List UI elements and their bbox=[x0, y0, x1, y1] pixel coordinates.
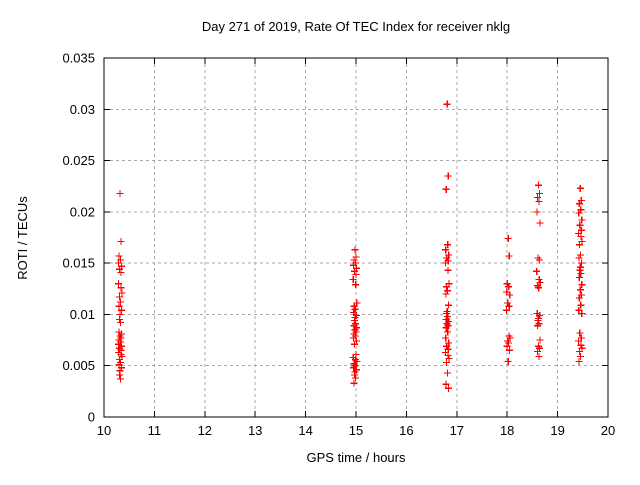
y-tick-label: 0 bbox=[88, 410, 95, 425]
data-points-cluster-19.45h bbox=[575, 184, 586, 366]
data-points-layer bbox=[114, 100, 586, 392]
x-tick-label: 13 bbox=[248, 423, 262, 438]
x-tick-label: 11 bbox=[148, 423, 162, 438]
tick-labels: 10 11 12 13 14 15 16 17 18 19 20 0 0.005 0.01 0.015 0.0… bbox=[62, 51, 615, 439]
y-tick-label: 0.015 bbox=[62, 256, 95, 271]
y-tick-label: 0.03 bbox=[70, 102, 95, 117]
data-points-cluster-18.6h bbox=[533, 181, 544, 360]
x-tick-label: 10 bbox=[97, 423, 111, 438]
data-points-cluster-15.0h bbox=[349, 246, 361, 387]
x-tick-label: 16 bbox=[399, 423, 413, 438]
x-tick-label: 19 bbox=[550, 423, 564, 438]
chart-title: Day 271 of 2019, Rate Of TEC Index for r… bbox=[202, 19, 510, 34]
y-tick-label: 0.035 bbox=[62, 51, 95, 66]
y-tick-label: 0.025 bbox=[62, 153, 95, 168]
data-points-cluster-18.0h bbox=[502, 235, 514, 366]
x-tick-label: 18 bbox=[500, 423, 514, 438]
x-tick-label: 14 bbox=[298, 423, 312, 438]
y-tick-label: 0.02 bbox=[70, 204, 95, 219]
y-axis-label: ROTI / TECUs bbox=[15, 196, 30, 280]
x-tick-label: 17 bbox=[450, 423, 464, 438]
data-points-cluster-10.3h bbox=[114, 189, 126, 383]
y-tick-label: 0.01 bbox=[70, 307, 95, 322]
x-axis-label: GPS time / hours bbox=[307, 450, 406, 465]
y-tick-label: 0.005 bbox=[62, 358, 95, 373]
x-tick-label: 12 bbox=[198, 423, 212, 438]
tick-marks bbox=[103, 57, 609, 418]
data-points-cluster-16.8h bbox=[442, 100, 453, 392]
x-tick-label: 15 bbox=[349, 423, 363, 438]
x-tick-label: 20 bbox=[601, 423, 615, 438]
